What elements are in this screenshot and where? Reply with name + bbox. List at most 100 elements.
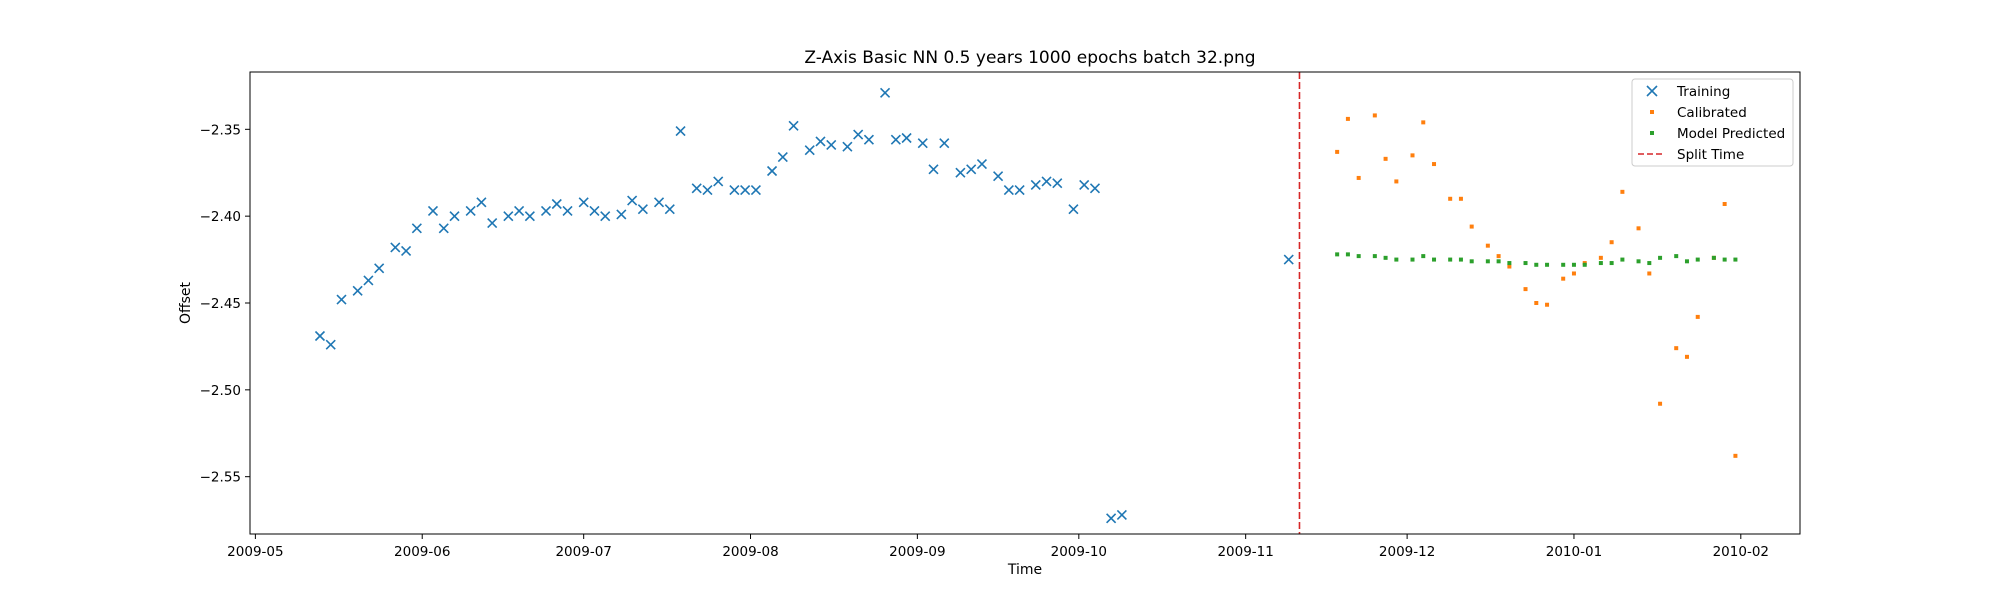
training-point: [411, 223, 422, 234]
predicted-point: [1335, 252, 1340, 257]
x-tick-label: 2009-09: [889, 544, 945, 560]
training-point: [540, 205, 552, 217]
predicted-point: [1534, 262, 1539, 267]
x-axis: 2009-05 2009-06 2009-07 2009-08 2009-09 2009-…: [227, 534, 1769, 560]
y-tick-label: −2.45: [200, 296, 241, 312]
legend-label-training: Training: [1676, 84, 1730, 100]
predicted-point: [1561, 262, 1566, 267]
predicted-point: [1571, 262, 1576, 267]
predicted-point: [1733, 257, 1738, 262]
calibrated-point: [1722, 202, 1727, 206]
calibrated-point: [1356, 175, 1361, 180]
legend-marker-model-predicted: [1650, 131, 1654, 135]
training-point: [1283, 254, 1294, 265]
calibrated-point: [1432, 162, 1437, 167]
predicted-point: [1636, 259, 1641, 264]
calibrated-point: [1534, 301, 1539, 305]
training-point: [901, 132, 912, 144]
x-tick-label: 2009-11: [1217, 544, 1273, 560]
x-tick-label: 2009-05: [227, 544, 283, 560]
calibrated-point: [1647, 271, 1652, 276]
training-point: [336, 294, 347, 305]
predicted-point: [1345, 252, 1350, 257]
x-tick-label: 2009-07: [555, 544, 611, 560]
predicted-point: [1356, 254, 1361, 259]
training-point: [928, 164, 939, 175]
predicted-point: [1545, 262, 1550, 267]
x-tick-label: 2010-02: [1713, 544, 1769, 560]
legend: Training Calibrated Model Predicted Spli…: [1631, 78, 1794, 167]
training-point: [788, 120, 799, 131]
predicted-point: [1711, 255, 1716, 260]
calibrated-point: [1674, 346, 1679, 351]
calibrated-point: [1448, 196, 1453, 201]
training-point: [702, 185, 713, 196]
calibrated-point: [1695, 314, 1700, 319]
training-point: [890, 134, 901, 145]
predicted-point: [1684, 259, 1689, 264]
training-point: [729, 185, 740, 196]
calibrated-point: [1496, 254, 1501, 259]
training-point: [766, 165, 778, 177]
predicted-point: [1658, 255, 1663, 260]
calibrated-point: [1469, 224, 1474, 229]
y-tick-label: −2.55: [200, 470, 241, 486]
calibrated-point: [1507, 264, 1512, 269]
y-tick-label: −2.50: [200, 383, 241, 399]
x-tick-label: 2009-10: [1051, 544, 1107, 560]
predicted-point: [1485, 259, 1490, 264]
training-point: [401, 245, 412, 256]
predicted-point: [1507, 261, 1512, 266]
y-tick-label: −2.35: [200, 122, 241, 138]
legend-label-split-time: Split Time: [1677, 147, 1744, 163]
calibrated-point: [1458, 196, 1463, 201]
training-point: [1014, 185, 1025, 196]
calibrated-point: [1658, 401, 1663, 406]
training-point: [713, 176, 724, 187]
calibrated-point: [1523, 287, 1528, 292]
calibrated-point: [1571, 271, 1576, 276]
training-point: [1030, 179, 1041, 190]
calibrated-point: [1609, 240, 1614, 245]
training-point: [815, 136, 826, 147]
training-point: [863, 134, 874, 145]
training-point: [993, 171, 1004, 182]
training-point: [314, 330, 326, 342]
training-point: [514, 205, 525, 217]
training-point: [465, 205, 476, 217]
x-tick-label: 2009-06: [394, 544, 450, 560]
training-point: [390, 242, 401, 253]
training-point: [352, 285, 363, 296]
x-tick-label: 2009-12: [1379, 544, 1435, 560]
predicted-point: [1469, 259, 1474, 264]
calibrated-point: [1410, 153, 1415, 158]
chart-title: Z-Axis Basic NN 0.5 years 1000 epochs ba…: [804, 48, 1255, 68]
training-point: [374, 263, 385, 274]
calibrated-point: [1684, 354, 1689, 359]
training-point: [363, 275, 374, 286]
predicted-point: [1448, 257, 1453, 262]
y-axis-label: Offset: [178, 281, 194, 324]
training-point: [880, 87, 891, 98]
plot-area: [314, 72, 1738, 534]
calibrated-point: [1636, 226, 1641, 231]
calibrated-point: [1394, 179, 1399, 184]
calibrated-point: [1545, 302, 1550, 307]
training-point: [1052, 178, 1063, 189]
training-point: [691, 183, 702, 194]
training-point: [589, 205, 600, 217]
training-point: [1068, 204, 1079, 215]
training-point: [777, 152, 788, 163]
training-point: [653, 197, 665, 208]
predicted-point: [1582, 262, 1587, 267]
x-tick-label: 2010-01: [1546, 544, 1602, 560]
training-point: [427, 205, 439, 217]
plot-frame: [249, 71, 1801, 535]
calibrated-point: [1561, 276, 1566, 281]
y-axis: −2.55 −2.50 −2.45 −2.40 −2.35: [200, 122, 250, 486]
y-tick-label: −2.40: [200, 209, 241, 225]
legend-marker-calibrated: [1650, 110, 1654, 114]
legend-box: [1631, 78, 1794, 167]
training-point: [449, 211, 460, 222]
